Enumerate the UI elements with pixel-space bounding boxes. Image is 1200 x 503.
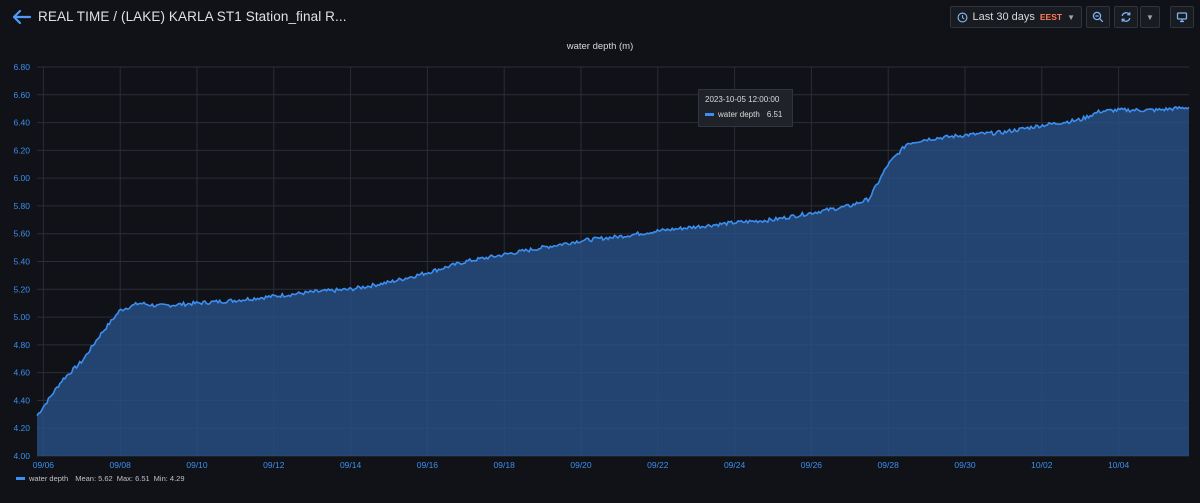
x-tick-label: 09/30	[954, 460, 976, 470]
page-title: REAL TIME / (LAKE) KARLA ST1 Station_fin…	[38, 9, 347, 24]
tooltip-value: 6.51	[766, 110, 783, 119]
legend-series-swatch	[16, 477, 25, 480]
timezone-label: EEST	[1039, 12, 1063, 22]
series-area-fill	[37, 106, 1189, 457]
x-tick-label: 09/12	[263, 460, 285, 470]
x-tick-label: 10/04	[1108, 460, 1130, 470]
chart-tooltip: 2023-10-05 12:00:00 water depth 6.51	[698, 89, 793, 127]
y-tick-label: 6.80	[13, 62, 30, 72]
y-tick-label: 6.00	[13, 173, 30, 183]
tooltip-time: 2023-10-05 12:00:00	[705, 95, 780, 104]
x-axis-ticks: 09/06 09/08 09/10 09/12 09/14 09/16 09/18 09/20…	[33, 460, 1130, 470]
y-axis-ticks: 4.00 4.20 4.40 4.60 4.80 5.00 5.20 5.40 5.60 5.80…	[13, 62, 30, 461]
tooltip-series-swatch	[705, 113, 714, 116]
toolbar-actions: Last 30 days EEST ▼ ▼	[949, 6, 1194, 28]
tv-mode-button[interactable]	[1170, 6, 1194, 28]
water-depth-chart[interactable]: 4.00 4.20 4.40 4.60 4.80 5.00 5.20 5.40 5.60 5.80…	[0, 58, 1200, 474]
panel-title: water depth (m)	[566, 41, 634, 52]
back-button[interactable]	[10, 8, 32, 26]
legend-series-name: water depth	[29, 474, 69, 483]
chart-series	[36, 105, 1190, 457]
time-range-label: Last 30 days	[972, 11, 1035, 23]
chart-legend[interactable]: water depth Mean: 5.62 Max: 6.51 Min: 4.…	[16, 474, 185, 483]
x-tick-label: 09/28	[878, 460, 900, 470]
chevron-down-icon: ▼	[1146, 12, 1154, 22]
y-tick-label: 5.40	[13, 257, 30, 267]
x-tick-label: 09/24	[724, 460, 746, 470]
refresh-icon	[1121, 12, 1131, 22]
x-tick-label: 09/26	[801, 460, 823, 470]
zoom-out-icon	[1092, 11, 1104, 23]
x-tick-label: 09/14	[340, 460, 362, 470]
y-tick-label: 4.20	[13, 423, 30, 433]
x-tick-label: 09/10	[186, 460, 208, 470]
x-tick-label: 09/06	[33, 460, 55, 470]
y-tick-label: 4.60	[13, 368, 30, 378]
tooltip-row: water depth 6.51	[705, 110, 786, 119]
y-tick-label: 6.20	[13, 145, 30, 155]
legend-max: Max: 6.51	[116, 474, 150, 483]
y-tick-label: 4.80	[13, 340, 30, 350]
refresh-group: ▼	[1114, 6, 1160, 28]
x-tick-label: 09/20	[570, 460, 592, 470]
zoom-out-button[interactable]	[1086, 6, 1110, 28]
x-tick-label: 09/16	[417, 460, 439, 470]
time-range-picker[interactable]: Last 30 days EEST ▼	[949, 6, 1082, 28]
refresh-button[interactable]	[1114, 6, 1138, 28]
chevron-down-icon: ▼	[1067, 12, 1075, 22]
x-tick-label: 09/18	[494, 460, 516, 470]
tv-mode-icon	[1176, 12, 1188, 23]
tooltip-series-name: water depth	[718, 110, 760, 119]
y-tick-label: 5.60	[13, 229, 30, 239]
y-tick-label: 5.00	[13, 312, 30, 322]
x-tick-label: 09/22	[647, 460, 669, 470]
y-tick-label: 4.00	[13, 451, 30, 461]
x-tick-label: 10/02	[1031, 460, 1053, 470]
series-line-water-depth	[36, 105, 1190, 417]
y-tick-label: 5.20	[13, 284, 30, 294]
y-tick-label: 5.80	[13, 201, 30, 211]
clock-icon	[957, 12, 967, 22]
back-arrow-icon	[12, 9, 32, 25]
legend-min: Min: 4.29	[153, 474, 185, 483]
y-tick-label: 6.60	[13, 90, 30, 100]
legend-mean: Mean: 5.62	[75, 474, 113, 483]
refresh-interval-dropdown[interactable]: ▼	[1140, 6, 1160, 28]
y-tick-label: 6.40	[13, 118, 30, 128]
y-tick-label: 4.40	[13, 395, 30, 405]
x-tick-label: 09/08	[110, 460, 132, 470]
dashboard-toolbar: REAL TIME / (LAKE) KARLA ST1 Station_fin…	[0, 0, 1200, 34]
